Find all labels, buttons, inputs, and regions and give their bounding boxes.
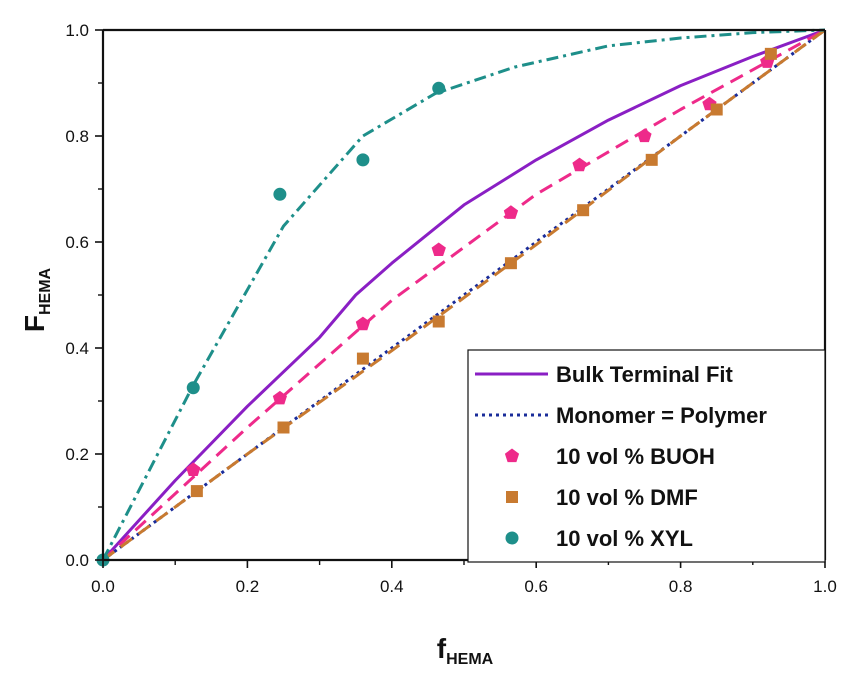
legend-swatch (505, 531, 519, 545)
legend: Bulk Terminal Fit Monomer = Polymer 10 vol… (467, 349, 826, 563)
data-point-10-vol-dmf (190, 485, 203, 498)
legend-label: Monomer = Polymer (556, 403, 767, 428)
data-point-10-vol-dmf (577, 204, 590, 217)
series-lines (101, 28, 826, 562)
legend-item-10-vol-dmf: 10 vol % DMF (506, 485, 698, 510)
data-point-10-vol-buoh (186, 462, 201, 476)
x-tick-label: 1.0 (813, 577, 837, 596)
legend-swatch (504, 448, 520, 463)
data-point-10-vol-xyl (186, 381, 200, 395)
x-tick-label: 0.0 (91, 577, 115, 596)
legend-item-bulk-terminal-fit: Bulk Terminal Fit (475, 362, 734, 387)
data-point-10-vol-buoh (272, 390, 287, 405)
data-point-10-vol-buoh (355, 316, 371, 331)
y-axis-title: FHEMA (19, 267, 54, 332)
data-point-10-vol-dmf (356, 352, 369, 365)
legend-item-10-vol-buoh: 10 vol % BUOH (504, 444, 715, 469)
legend-item-monomer-polymer: Monomer = Polymer (475, 403, 767, 428)
bulk-terminal-fit-line (101, 28, 826, 562)
legend-label: 10 vol % BUOH (556, 444, 715, 469)
legend-box (467, 349, 826, 563)
data-point-10-vol-xyl (273, 187, 287, 201)
legend-swatch (506, 491, 518, 503)
x-tick-label: 0.6 (524, 577, 548, 596)
x-axis-title: fHEMA (437, 633, 494, 668)
x-tick-label: 0.2 (236, 577, 260, 596)
legend-item-10-vol-xyl: 10 vol % XYL (505, 526, 693, 551)
x-tick-label: 0.4 (380, 577, 404, 596)
data-point-10-vol-dmf (710, 103, 723, 116)
monomer-polymer-line (102, 28, 826, 562)
legend-label: Bulk Terminal Fit (556, 362, 734, 387)
data-point-10-vol-dmf (432, 315, 445, 328)
legend-label: 10 vol % XYL (556, 526, 693, 551)
y-tick-label: 0.0 (65, 551, 89, 570)
x-tick-label: 0.8 (669, 577, 693, 596)
fit-curve-3-line (102, 28, 826, 562)
data-point-10-vol-xyl (356, 153, 370, 167)
y-tick-label: 0.4 (65, 339, 89, 358)
data-point-10-vol-buoh (431, 242, 446, 256)
y-tick-label: 0.6 (65, 233, 89, 252)
data-point-10-vol-buoh (637, 128, 652, 143)
series-markers (96, 47, 777, 567)
y-tick-label: 0.8 (65, 127, 89, 146)
y-tick-label: 0.2 (65, 445, 89, 464)
data-point-10-vol-dmf (645, 153, 658, 166)
data-point-10-vol-dmf (504, 257, 517, 270)
y-tick-label: 1.0 (65, 21, 89, 40)
data-point-10-vol-dmf (277, 421, 290, 434)
data-point-10-vol-buoh (503, 205, 519, 219)
fit-curve-2-line (101, 28, 826, 562)
data-point-10-vol-buoh (572, 157, 587, 172)
fit-curve-4-line (101, 28, 826, 561)
legend-label: 10 vol % DMF (556, 485, 698, 510)
data-point-10-vol-xyl (432, 81, 446, 95)
data-point-10-vol-dmf (764, 47, 777, 60)
tick-labels: 0.0 0.2 0.4 0.6 0.8 1.0 0.0 0.2 0.4 0.6 0.8 1.0 (65, 21, 836, 596)
